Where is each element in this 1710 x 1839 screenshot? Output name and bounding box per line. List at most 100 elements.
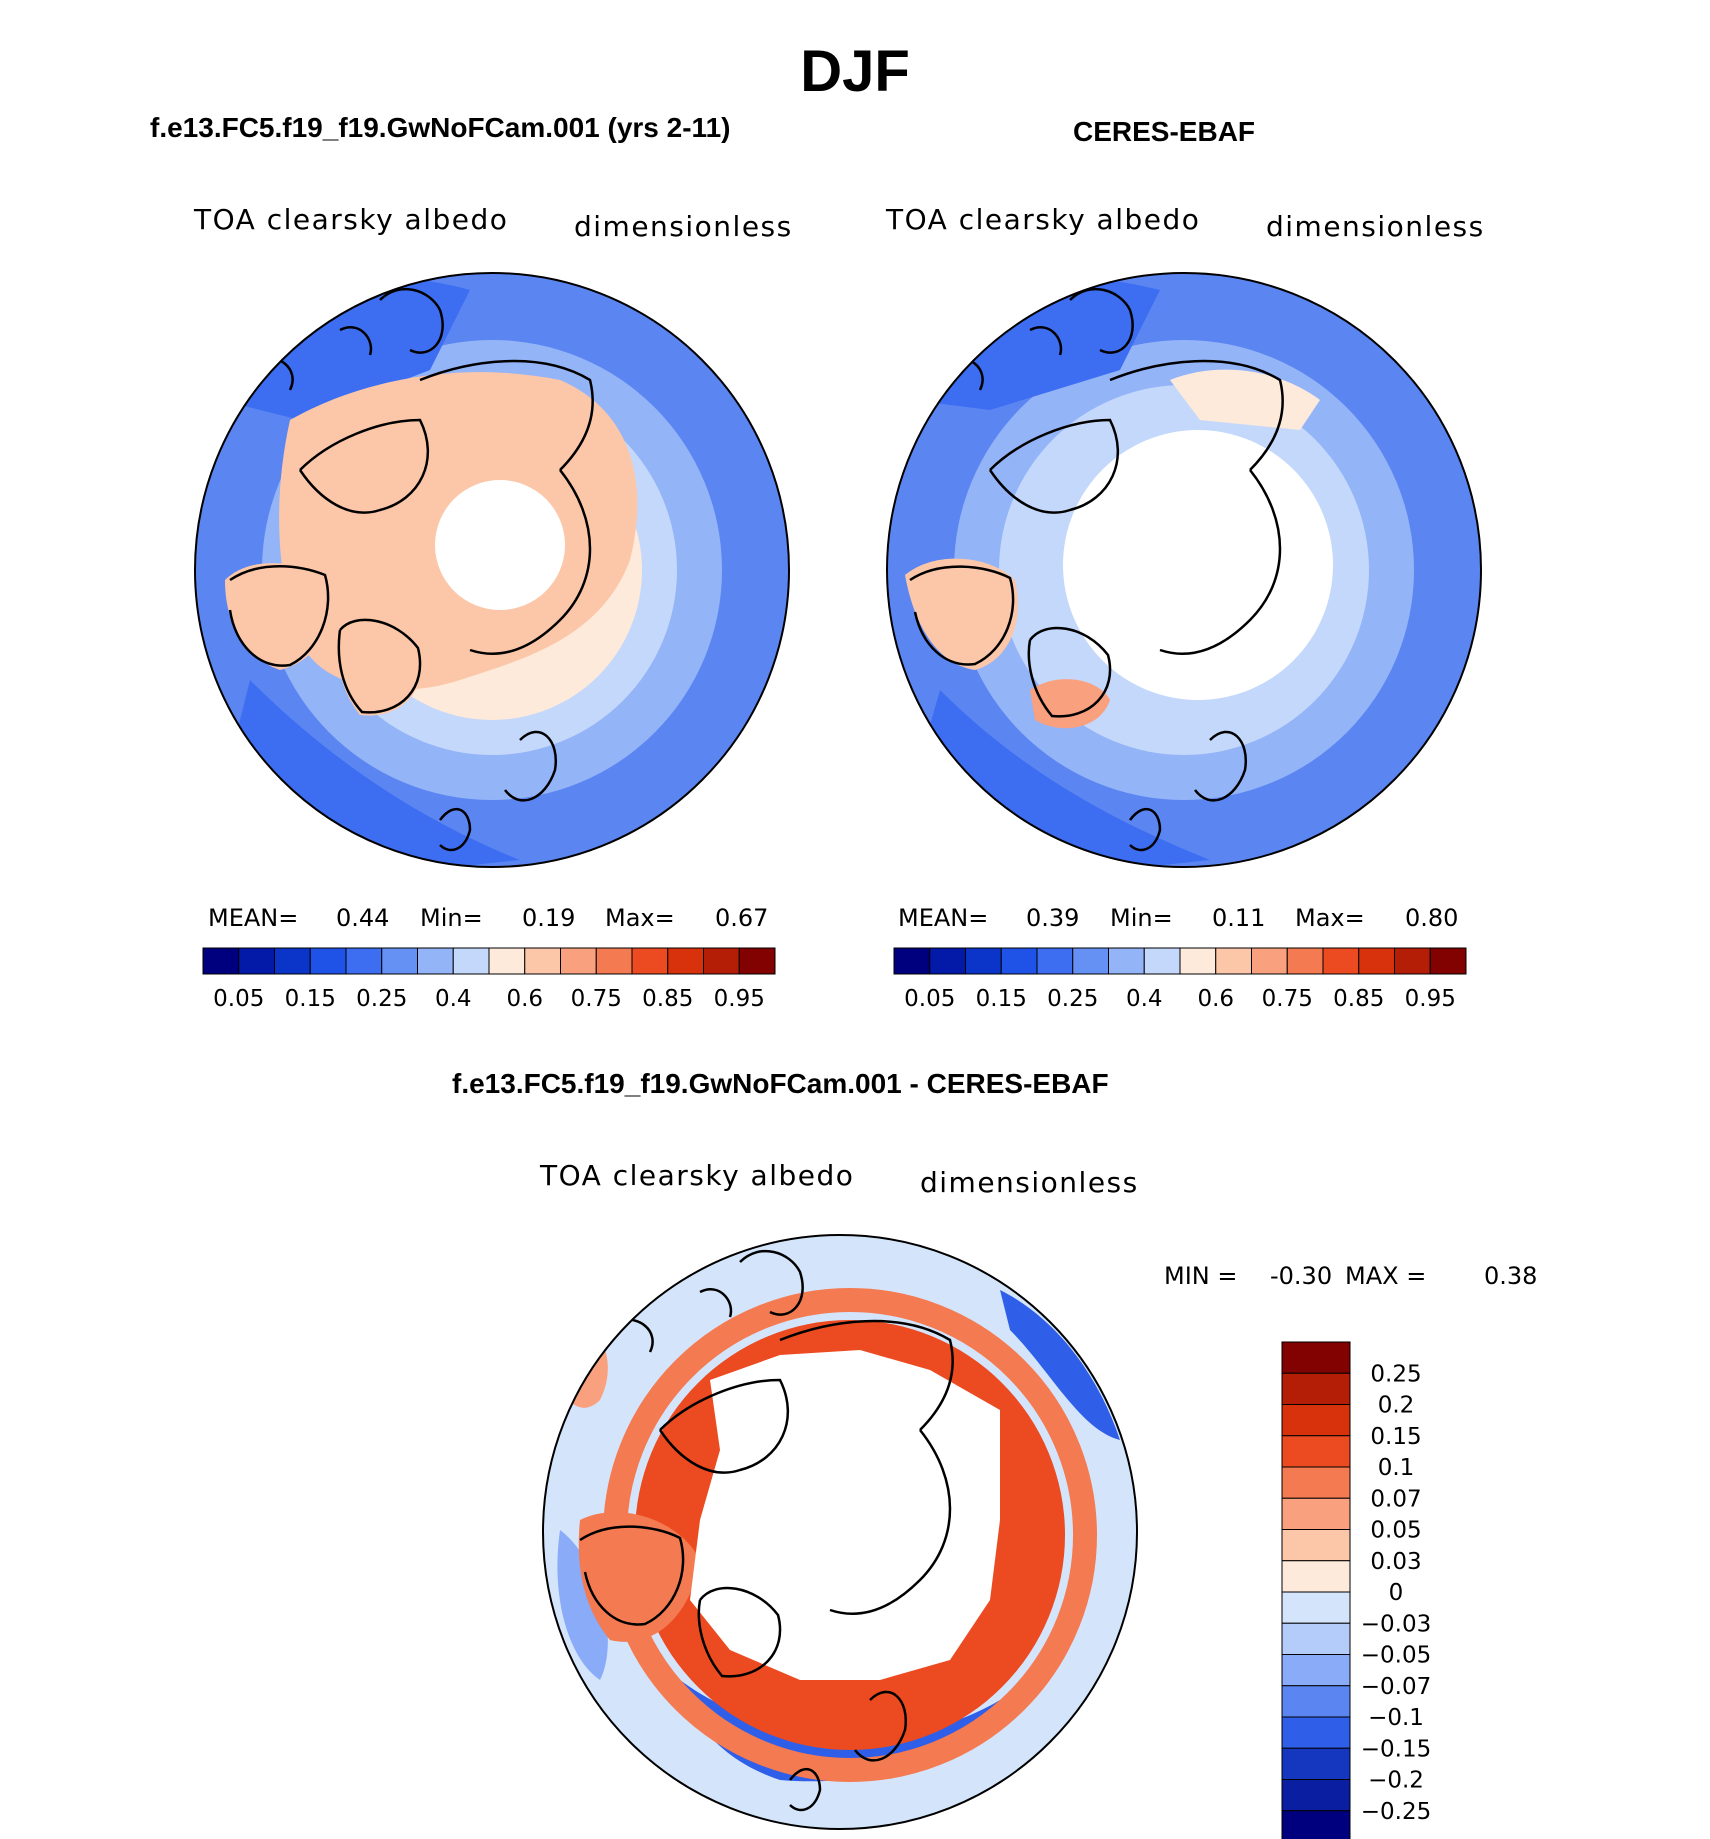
- diff-colorbar-swatch: [1281, 1810, 1351, 1839]
- obs-map-border: [886, 272, 1482, 868]
- diff-colorbar-swatch: [1281, 1622, 1351, 1655]
- panel-header-obs: CERES-EBAF: [1073, 116, 1256, 147]
- variable-label-model: TOA clearsky albedo: [194, 203, 509, 236]
- panel-header-model: f.e13.FC5.f19_f19.GwNoFCam.001 (yrs 2-11…: [150, 112, 731, 143]
- diff-colorbar-swatch: [1281, 1560, 1351, 1593]
- model-map-anchor: [0, 0, 1, 1]
- model-colorbar-swatch: [381, 947, 418, 975]
- obs-colorbar-swatch: [1251, 947, 1288, 975]
- diff-colorbar-swatch: [1281, 1466, 1351, 1499]
- diff-colorbar-swatch: [1281, 1654, 1351, 1687]
- obs-greenland-coast-high: [1030, 679, 1110, 729]
- model-colorbar-tick-label: 0.15: [285, 986, 336, 1012]
- diff-colorbar-tick-label: 0.25: [1370, 1361, 1421, 1387]
- diff-colorbar-tick-label: −0.2: [1368, 1768, 1424, 1794]
- obs-colorbar-swatch: [1286, 947, 1324, 975]
- model-colorbar-swatch: [667, 947, 704, 975]
- map-obs: [887, 273, 1481, 867]
- model-colorbar-swatch: [309, 947, 347, 975]
- diff-colorbar-swatch: [1281, 1341, 1351, 1374]
- diff-colorbar-swatch: [1281, 1716, 1351, 1749]
- map-model: [0, 0, 789, 867]
- model-colorbar-swatch: [202, 947, 240, 975]
- obs-colorbar-tick-label: 0.05: [904, 986, 955, 1012]
- diff-colorbar-tick-label: −0.15: [1361, 1736, 1431, 1762]
- variable-label-obs: TOA clearsky albedo: [886, 203, 1201, 236]
- model-colorbar-swatch: [524, 947, 561, 975]
- colorbar-obs: 0.05 0.15 0.25 0.4 0.6 0.75 0.85 0.95: [893, 947, 1467, 1012]
- obs-colorbar-swatch: [1322, 947, 1360, 975]
- obs-colorbar-swatch: [1143, 947, 1181, 975]
- obs-canada-high: [905, 558, 1019, 670]
- variable-label-diff: TOA clearsky albedo: [540, 1159, 855, 1192]
- figure-title: DJF: [800, 39, 910, 104]
- model-colorbar-tick-label: 0.75: [571, 986, 622, 1012]
- obs-colorbar-swatch: [1108, 947, 1145, 975]
- diff-colorbar-swatch: [1281, 1779, 1351, 1812]
- diff-canada-negative: [557, 1530, 608, 1680]
- obs-colorbar-swatch: [1215, 947, 1252, 975]
- units-label-model: dimensionless: [574, 210, 793, 243]
- mean-value-obs: 0.39: [1026, 904, 1080, 932]
- obs-colorbar-swatch: [1000, 947, 1038, 975]
- diff-colorbar-tick-label: −0.03: [1361, 1611, 1431, 1637]
- colorbar-diff: 0.25 0.2 0.15 0.1 0.07 0.05 0.03 0 −0.03 −0.05 −0.…: [1281, 1341, 1431, 1839]
- model-colorbar-swatch: [560, 947, 597, 975]
- panel-header-diff: f.e13.FC5.f19_f19.GwNoFCam.001 - CERES-E…: [452, 1068, 1109, 1099]
- diff-canada-positive: [578, 1512, 700, 1642]
- model-map-border: [194, 272, 790, 868]
- obs-missing-pole: [1063, 430, 1333, 700]
- model-missing-pole: [435, 480, 565, 610]
- model-canada-high: [225, 563, 333, 670]
- model-colorbar-tick-label: 0.05: [213, 986, 264, 1012]
- min-value-diff: -0.30: [1270, 1262, 1333, 1290]
- model-colorbar-swatch: [452, 947, 490, 975]
- obs-colorbar-swatch: [1179, 947, 1217, 975]
- diff-missing-pole: [690, 1350, 1000, 1680]
- diff-colorbar-tick-label: −0.1: [1368, 1705, 1424, 1731]
- model-colorbar-tick-label: 0.25: [356, 986, 407, 1012]
- diff-colorbar-tick-label: −0.05: [1361, 1643, 1431, 1669]
- diff-colorbar-swatch: [1281, 1685, 1351, 1718]
- diff-colorbar-swatch: [1281, 1529, 1351, 1562]
- map-diff: [543, 1235, 1137, 1829]
- model-colorbar-swatch: [631, 947, 669, 975]
- model-coastlines: [228, 287, 594, 852]
- model-atlantic-low: [230, 680, 520, 867]
- model-colorbar-tick-label: 0.6: [506, 986, 543, 1012]
- diff-coastlines: [579, 1249, 954, 1812]
- min-value-obs: 0.11: [1212, 904, 1266, 932]
- obs-coastlines: [909, 287, 1284, 852]
- max-label-diff: MAX =: [1345, 1262, 1427, 1290]
- min-label-diff: MIN =: [1164, 1262, 1238, 1290]
- model-greenland-high: [338, 619, 422, 716]
- diff-colorbar-tick-label: −0.07: [1361, 1674, 1431, 1700]
- diff-colorbar-swatch: [1281, 1497, 1351, 1530]
- obs-colorbar-swatch: [1036, 947, 1074, 975]
- obs-colorbar-swatch: [929, 947, 966, 975]
- diff-colorbar-swatch: [1281, 1372, 1351, 1405]
- model-colorbar-swatch: [274, 947, 311, 975]
- obs-atlantic-low: [920, 690, 1210, 867]
- obs-colorbar-swatch: [1394, 947, 1431, 975]
- diff-map-border: [542, 1234, 1138, 1830]
- obs-colorbar-tick-label: 0.4: [1126, 986, 1163, 1012]
- mean-label-model: MEAN=: [208, 904, 299, 932]
- diff-colorbar-swatch: [1281, 1435, 1351, 1468]
- units-label-diff: dimensionless: [920, 1166, 1139, 1199]
- obs-colorbar-tick-label: 0.25: [1047, 986, 1098, 1012]
- max-value-diff: 0.38: [1484, 1262, 1538, 1290]
- model-colorbar-swatch: [703, 947, 740, 975]
- diff-colorbar-swatch: [1281, 1591, 1351, 1624]
- obs-colorbar-swatch: [893, 947, 931, 975]
- diff-colorbar-swatch: [1281, 1747, 1351, 1780]
- min-value-model: 0.19: [522, 904, 576, 932]
- model-colorbar-swatch: [488, 947, 526, 975]
- max-value-obs: 0.80: [1405, 904, 1459, 932]
- diff-colorbar-tick-label: 0.15: [1370, 1424, 1421, 1450]
- diff-colorbar-tick-label: 0.05: [1370, 1518, 1421, 1544]
- model-colorbar-swatch: [238, 947, 275, 975]
- obs-colorbar-tick-label: 0.6: [1197, 986, 1234, 1012]
- obs-colorbar-swatch: [1072, 947, 1109, 975]
